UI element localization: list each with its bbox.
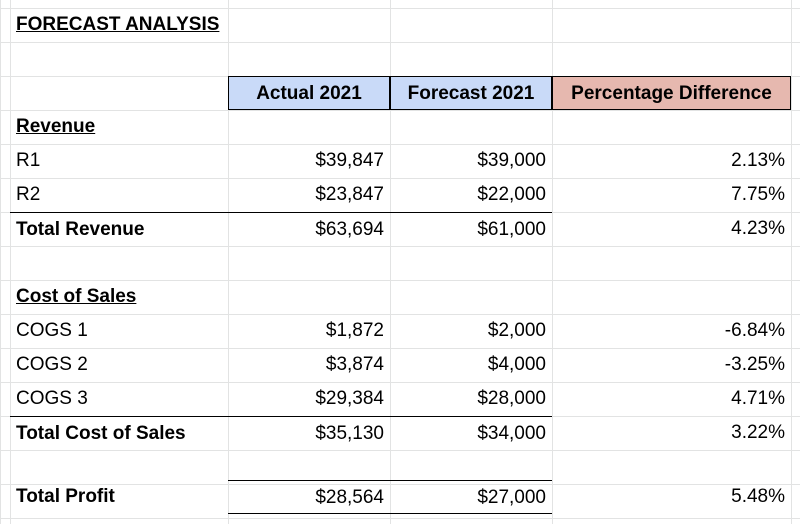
cell-pct-cogs-3[interactable]: 4.71% bbox=[731, 388, 785, 409]
column-gridline bbox=[791, 0, 792, 524]
cell-forecast-r1[interactable]: $39,000 bbox=[477, 150, 546, 171]
cell-pct-total-revenue[interactable]: 4.23% bbox=[731, 218, 785, 239]
cell-actual-r1[interactable]: $39,847 bbox=[315, 150, 384, 171]
section-label-cost-of-sales[interactable]: Cost of Sales bbox=[16, 286, 137, 307]
cell-actual-cogs-3[interactable]: $29,384 bbox=[315, 388, 384, 409]
cell-pct-cogs-2[interactable]: -3.25% bbox=[724, 354, 785, 375]
row-label-total-profit[interactable]: Total Profit bbox=[16, 486, 115, 507]
cell-pct-total-profit[interactable]: 5.48% bbox=[731, 486, 785, 507]
cell-pct-total-cost-of-sales[interactable]: 3.22% bbox=[731, 422, 785, 443]
header-actual-2021[interactable]: Actual 2021 bbox=[228, 76, 390, 110]
cell-pct-r1[interactable]: 2.13% bbox=[731, 150, 785, 171]
cell-actual-total-cost-of-sales[interactable]: $35,130 bbox=[228, 416, 390, 450]
row-label-cogs-3[interactable]: COGS 3 bbox=[16, 388, 88, 409]
section-label-revenue[interactable]: Revenue bbox=[16, 116, 96, 137]
row-label-r2[interactable]: R2 bbox=[16, 184, 41, 205]
cell-actual-total-profit[interactable]: $28,564 bbox=[228, 480, 390, 514]
cell-forecast-cogs-3[interactable]: $28,000 bbox=[477, 388, 546, 409]
column-gridline bbox=[552, 0, 553, 524]
header-percentage-difference[interactable]: Percentage Difference bbox=[552, 76, 791, 110]
cell-forecast-total-revenue[interactable]: $61,000 bbox=[390, 212, 552, 246]
cell-pct-r2[interactable]: 7.75% bbox=[731, 184, 785, 205]
cell-actual-cogs-2[interactable]: $3,874 bbox=[325, 354, 384, 375]
sheet-title[interactable]: FORECAST ANALYSIS bbox=[16, 14, 220, 35]
header-forecast-2021[interactable]: Forecast 2021 bbox=[390, 76, 552, 110]
column-gridline bbox=[10, 0, 11, 524]
cell-forecast-total-profit[interactable]: $27,000 bbox=[390, 480, 552, 514]
cell-pct-cogs-1[interactable]: -6.84% bbox=[724, 320, 785, 341]
cell-actual-r2[interactable]: $23,847 bbox=[315, 184, 384, 205]
cell-actual-total-revenue[interactable]: $63,694 bbox=[228, 212, 390, 246]
row-label-total-revenue[interactable]: Total Revenue bbox=[10, 212, 228, 246]
row-label-r1[interactable]: R1 bbox=[16, 150, 41, 171]
cell-forecast-r2[interactable]: $22,000 bbox=[477, 184, 546, 205]
column-gridline bbox=[228, 0, 229, 524]
cell-forecast-total-cost-of-sales[interactable]: $34,000 bbox=[390, 416, 552, 450]
row-label-cogs-2[interactable]: COGS 2 bbox=[16, 354, 88, 375]
cell-actual-cogs-1[interactable]: $1,872 bbox=[325, 320, 384, 341]
cell-forecast-cogs-1[interactable]: $2,000 bbox=[487, 320, 546, 341]
row-label-cogs-1[interactable]: COGS 1 bbox=[16, 320, 88, 341]
cell-forecast-cogs-2[interactable]: $4,000 bbox=[487, 354, 546, 375]
row-label-total-cost-of-sales[interactable]: Total Cost of Sales bbox=[10, 416, 228, 450]
column-gridline bbox=[390, 0, 391, 524]
